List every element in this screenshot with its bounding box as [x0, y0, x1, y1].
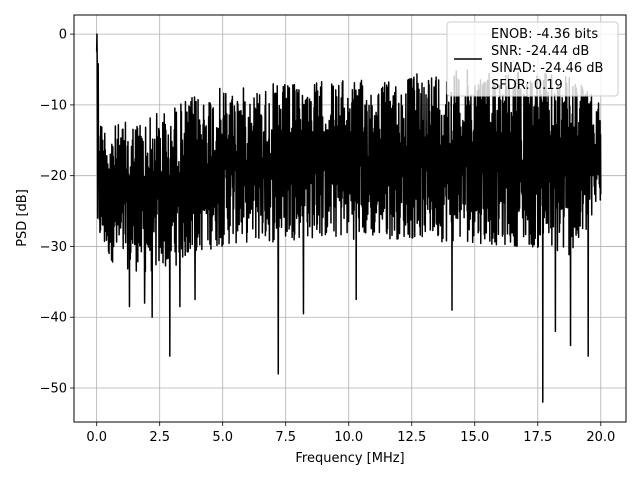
x-tick-label: 12.5: [397, 430, 426, 445]
x-tick-label: 15.0: [460, 430, 489, 445]
x-tick-label: 2.5: [149, 430, 170, 445]
x-tick-label: 7.5: [275, 430, 296, 445]
x-tick-label: 17.5: [523, 430, 552, 445]
series-layer: [95, 33, 602, 403]
y-tick-label: −50: [40, 382, 67, 397]
x-tick-label: 10.0: [334, 430, 363, 445]
x-tick-label: 5.0: [212, 430, 233, 445]
legend-entry-enob: ENOB: -4.36 bits: [491, 27, 598, 42]
y-tick-label: −30: [40, 240, 67, 255]
legend-box: [446, 21, 619, 97]
x-axis: 0.0 2.5 5.0 7.5 10.0 12.5 15.0 17.5 20.0: [86, 422, 615, 445]
plot-frame: [73, 14, 627, 423]
legend-entry-snr: SNR: -24.44 dB: [491, 44, 589, 59]
x-axis-label: Frequency [MHz]: [295, 451, 404, 466]
y-axis: 0 −10 −20 −30 −40 −50: [40, 28, 74, 397]
y-tick-label: −40: [40, 311, 67, 326]
legend-entry-sfdr: SFDR: 0.19: [491, 78, 563, 93]
y-tick-label: 0: [59, 28, 67, 43]
y-tick-label: −10: [40, 98, 67, 113]
legend-entry-sinad: SINAD: -24.46 dB: [491, 61, 603, 76]
y-tick-label: −20: [40, 169, 67, 184]
y-axis-label: PSD [dB]: [15, 189, 30, 247]
x-tick-label: 20.0: [586, 430, 615, 445]
x-tick-label: 0.0: [86, 430, 107, 445]
psd-series-line: [95, 33, 602, 403]
legend: ENOB: -4.36 bits SNR: -24.44 dB SINAD: -…: [446, 21, 619, 97]
